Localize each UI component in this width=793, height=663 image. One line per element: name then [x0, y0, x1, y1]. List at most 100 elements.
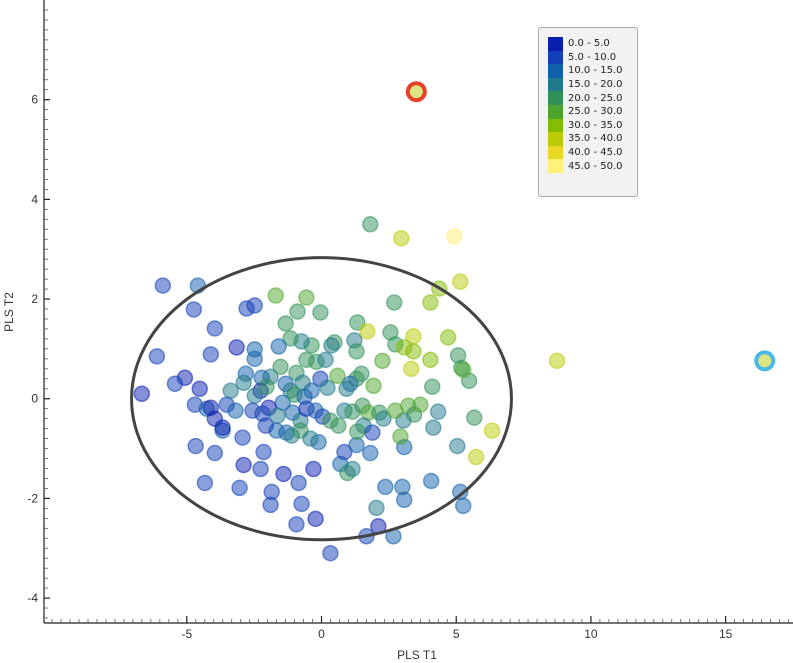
- data-point: [305, 460, 322, 478]
- legend-label: 20.0 - 25.0: [568, 92, 623, 104]
- data-point: [191, 380, 208, 398]
- legend-swatch: [548, 104, 563, 119]
- legend-swatch: [548, 91, 563, 105]
- legend-item: 45.0 - 50.0: [548, 159, 637, 173]
- legend-label: 35.0 - 40.0: [568, 133, 623, 145]
- data-point: [307, 510, 324, 528]
- y-tick-label: -4: [27, 591, 38, 605]
- data-point: [322, 544, 339, 562]
- points-layer: [133, 83, 773, 562]
- x-tick-label: 5: [453, 627, 460, 641]
- legend-swatch: [548, 77, 563, 92]
- data-point: [270, 338, 287, 355]
- data-point: [282, 330, 299, 347]
- data-point: [234, 429, 251, 446]
- legend-item: 40.0 - 45.0: [548, 145, 637, 160]
- data-point: [166, 375, 184, 393]
- data-point: [231, 479, 248, 497]
- x-axis-title: PLS T1: [397, 648, 437, 662]
- highlight-layer: [405, 81, 776, 372]
- data-point: [338, 380, 355, 398]
- data-point: [293, 495, 310, 513]
- data-point: [362, 216, 379, 233]
- data-point: [439, 329, 457, 346]
- data-point: [133, 385, 151, 402]
- data-point: [466, 409, 483, 426]
- y-tick-label: -2: [27, 491, 38, 505]
- data-point: [422, 294, 439, 311]
- data-point: [214, 419, 231, 436]
- data-point: [252, 460, 269, 478]
- legend: 0.0 - 5.0 5.0 - 10.0 10.0 - 15.0 15.0 - 20.…: [538, 27, 638, 197]
- x-tick-label: 0: [318, 627, 325, 641]
- data-point: [483, 422, 501, 439]
- data-point: [277, 315, 294, 332]
- data-point: [257, 417, 274, 434]
- legend-item: 10.0 - 15.0: [548, 64, 637, 78]
- data-point: [452, 273, 469, 290]
- data-point: [392, 428, 409, 445]
- data-point: [272, 358, 289, 376]
- data-point: [246, 297, 263, 314]
- data-point: [374, 352, 391, 370]
- data-point: [235, 374, 252, 392]
- legend-swatch: [548, 159, 563, 173]
- highlight-ring: [405, 81, 427, 103]
- data-point: [289, 303, 306, 320]
- data-point: [449, 437, 466, 455]
- data-point: [405, 343, 422, 360]
- data-point: [196, 474, 214, 492]
- data-point: [323, 337, 340, 354]
- data-point: [206, 444, 224, 462]
- legend-label: 0.0 - 5.0: [568, 38, 610, 50]
- legend-item: 30.0 - 35.0: [548, 118, 637, 133]
- data-point: [312, 304, 329, 321]
- legend-item: 25.0 - 30.0: [548, 104, 637, 119]
- highlight-ring: [754, 350, 776, 372]
- data-point: [258, 378, 275, 396]
- data-point: [449, 347, 467, 364]
- data-point: [329, 367, 346, 385]
- data-point: [429, 403, 447, 420]
- data-point: [267, 287, 284, 304]
- x-tick-label: 10: [584, 627, 598, 641]
- y-tick-label: 0: [31, 392, 38, 406]
- data-point: [298, 289, 315, 306]
- data-point: [402, 360, 420, 378]
- data-point: [336, 443, 353, 461]
- legend-swatch: [548, 145, 563, 160]
- data-point: [412, 396, 429, 413]
- x-tick-label: -5: [181, 627, 192, 641]
- legend-item: 20.0 - 25.0: [548, 91, 637, 105]
- data-point: [262, 496, 279, 514]
- data-point: [548, 352, 566, 370]
- data-point: [185, 301, 203, 318]
- data-point: [246, 350, 263, 368]
- data-point: [227, 402, 244, 419]
- data-point: [290, 474, 307, 492]
- legend-label: 45.0 - 50.0: [568, 160, 623, 172]
- data-point: [393, 229, 410, 247]
- data-point: [422, 351, 439, 369]
- data-point: [344, 460, 361, 478]
- data-point: [365, 377, 382, 395]
- legend-label: 10.0 - 15.0: [568, 65, 623, 77]
- data-point: [275, 465, 292, 483]
- legend-swatch: [548, 37, 563, 51]
- legend-item: 0.0 - 5.0: [548, 37, 637, 51]
- data-point: [368, 499, 385, 517]
- legend-label: 15.0 - 20.0: [568, 79, 623, 91]
- data-point: [386, 294, 403, 311]
- y-tick-label: 4: [31, 192, 38, 206]
- y-axis-title: PLS T2: [2, 292, 16, 332]
- data-point: [222, 382, 239, 399]
- legend-swatch: [548, 132, 563, 146]
- data-point: [454, 361, 472, 379]
- data-point: [319, 379, 336, 397]
- data-point: [235, 456, 252, 474]
- data-point: [317, 351, 334, 369]
- legend-swatch: [548, 118, 563, 133]
- data-point: [255, 443, 272, 461]
- data-point: [244, 402, 261, 419]
